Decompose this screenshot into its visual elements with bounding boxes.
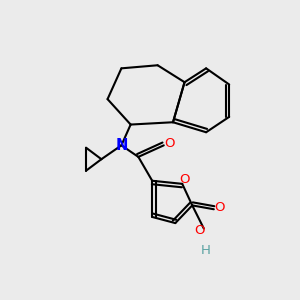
Text: O: O — [179, 173, 190, 187]
Text: H: H — [200, 244, 210, 256]
Text: O: O — [195, 224, 205, 237]
Text: N: N — [115, 138, 128, 153]
Text: O: O — [215, 201, 225, 214]
Text: O: O — [165, 136, 175, 149]
